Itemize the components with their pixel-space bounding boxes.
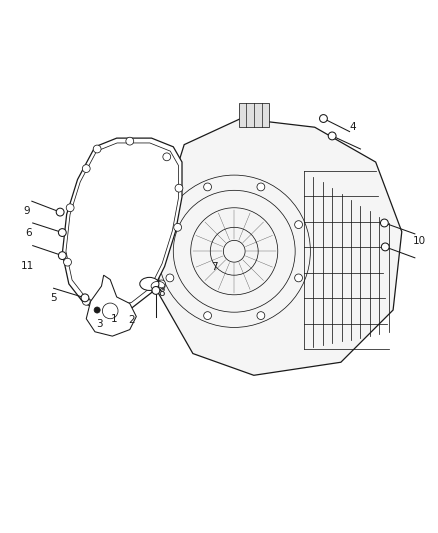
Ellipse shape: [140, 277, 159, 290]
Text: 11: 11: [21, 261, 34, 271]
Circle shape: [94, 307, 100, 313]
Circle shape: [204, 183, 212, 191]
Polygon shape: [86, 275, 136, 336]
Polygon shape: [158, 118, 402, 375]
Circle shape: [152, 287, 160, 294]
Circle shape: [58, 229, 66, 237]
Circle shape: [257, 183, 265, 191]
Circle shape: [295, 274, 303, 282]
Polygon shape: [239, 103, 269, 127]
Circle shape: [82, 297, 90, 305]
Circle shape: [381, 243, 389, 251]
Circle shape: [328, 132, 336, 140]
Text: 3: 3: [96, 319, 102, 329]
Circle shape: [204, 312, 212, 319]
Text: 8: 8: [158, 288, 165, 298]
Text: 6: 6: [25, 228, 32, 238]
Circle shape: [257, 312, 265, 319]
Text: 7: 7: [212, 262, 218, 271]
Text: 4: 4: [350, 122, 357, 132]
Circle shape: [126, 137, 134, 145]
Circle shape: [56, 208, 64, 216]
Circle shape: [295, 221, 303, 229]
Polygon shape: [62, 138, 182, 312]
Text: 10: 10: [413, 236, 426, 246]
Circle shape: [381, 219, 389, 227]
Circle shape: [163, 153, 171, 161]
Circle shape: [102, 303, 118, 319]
Circle shape: [66, 204, 74, 212]
Circle shape: [93, 145, 101, 153]
Circle shape: [58, 252, 66, 260]
Circle shape: [64, 258, 71, 266]
Circle shape: [320, 115, 327, 123]
Circle shape: [82, 165, 90, 173]
Circle shape: [158, 280, 166, 288]
Circle shape: [174, 223, 182, 231]
Circle shape: [166, 221, 174, 229]
Text: 2: 2: [129, 314, 135, 325]
Circle shape: [166, 274, 174, 282]
Text: 9: 9: [23, 206, 30, 216]
Text: 5: 5: [50, 293, 57, 303]
Circle shape: [124, 305, 131, 313]
Text: 1: 1: [111, 314, 118, 324]
Circle shape: [175, 184, 183, 192]
Circle shape: [81, 294, 89, 302]
